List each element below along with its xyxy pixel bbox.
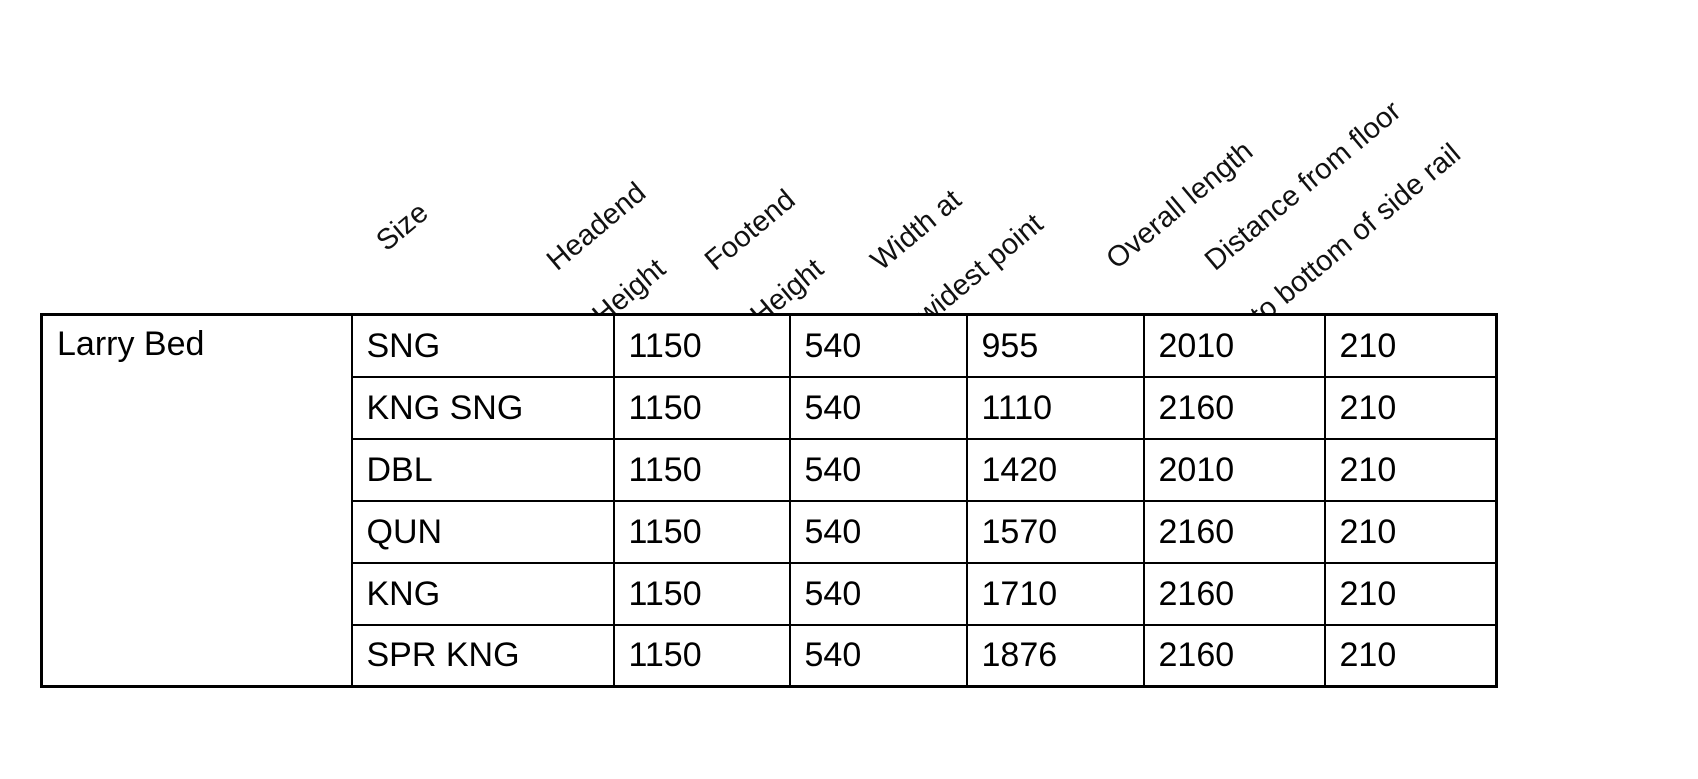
cell-floor-to-rail: 210 <box>1323 375 1498 440</box>
cell-size: KNG SNG <box>350 375 615 440</box>
column-header-width-line-1: Width at <box>865 183 968 278</box>
cell-width-widest: 1710 <box>965 561 1145 626</box>
table-row: Larry Bed SNG 1150 540 955 2010 210 <box>40 313 1498 688</box>
cell-floor-to-rail: 210 <box>1323 313 1498 378</box>
cell-width-widest: 955 <box>965 313 1145 378</box>
cell-overall-length: 2160 <box>1142 375 1326 440</box>
cell-footend-height: 540 <box>788 375 968 440</box>
column-header-distance-line-2: to bottom of side rail <box>1244 137 1467 332</box>
cell-overall-length: 2160 <box>1142 499 1326 564</box>
cell-size: DBL <box>350 437 615 502</box>
cell-headend-height: 1150 <box>612 313 791 378</box>
cell-footend-height: 540 <box>788 561 968 626</box>
cell-headend-height: 1150 <box>612 499 791 564</box>
cell-floor-to-rail: 210 <box>1323 623 1498 688</box>
cell-size: SNG <box>350 313 615 378</box>
cell-footend-height: 540 <box>788 499 968 564</box>
cell-overall-length: 2010 <box>1142 313 1326 378</box>
table-body: Larry Bed SNG 1150 540 955 2010 210 KNG … <box>40 313 1498 688</box>
cell-width-widest: 1420 <box>965 437 1145 502</box>
table-row: DBL 1150 540 1420 2010 210 <box>42 437 1498 502</box>
table-row: QUN 1150 540 1570 2160 210 <box>42 499 1498 564</box>
cell-footend-height: 540 <box>788 623 968 688</box>
column-header-headend-height-line-1: Headend <box>541 176 653 278</box>
table-row: KNG 1150 540 1710 2160 210 <box>42 561 1498 626</box>
cell-width-widest: 1110 <box>965 375 1145 440</box>
column-header-size: Size <box>310 169 459 318</box>
cell-width-widest: 1570 <box>965 499 1145 564</box>
bed-dimensions-table: Larry Bed SNG 1150 540 955 2010 210 KNG … <box>40 313 1498 688</box>
cell-size: QUN <box>350 499 615 564</box>
cell-headend-height: 1150 <box>612 623 791 688</box>
cell-floor-to-rail: 210 <box>1323 437 1498 502</box>
cell-size: SPR KNG <box>350 623 615 688</box>
column-header-size-line-1: Size <box>370 196 435 258</box>
cell-headend-height: 1150 <box>612 437 791 502</box>
cell-footend-height: 540 <box>788 313 968 378</box>
column-header-distance-line-1: Distance from floor <box>1199 95 1408 278</box>
cell-width-widest: 1876 <box>965 623 1145 688</box>
cell-overall-length: 2160 <box>1142 561 1326 626</box>
cell-overall-length: 2010 <box>1142 437 1326 502</box>
table-column-header-band: Size Headend Height Footend Height Width… <box>0 0 1698 331</box>
cell-size: KNG <box>350 561 615 626</box>
cell-floor-to-rail: 210 <box>1323 499 1498 564</box>
cell-headend-height: 1150 <box>612 561 791 626</box>
table-row: SPR KNG 1150 540 1876 2160 210 <box>42 623 1498 688</box>
group-label-cell: Larry Bed <box>40 313 353 688</box>
cell-overall-length: 2160 <box>1142 623 1326 688</box>
column-header-footend-height-line-1: Footend <box>699 183 802 278</box>
cell-floor-to-rail: 210 <box>1323 561 1498 626</box>
cell-headend-height: 1150 <box>612 375 791 440</box>
table-row: KNG SNG 1150 540 1110 2160 210 <box>42 375 1498 440</box>
cell-footend-height: 540 <box>788 437 968 502</box>
